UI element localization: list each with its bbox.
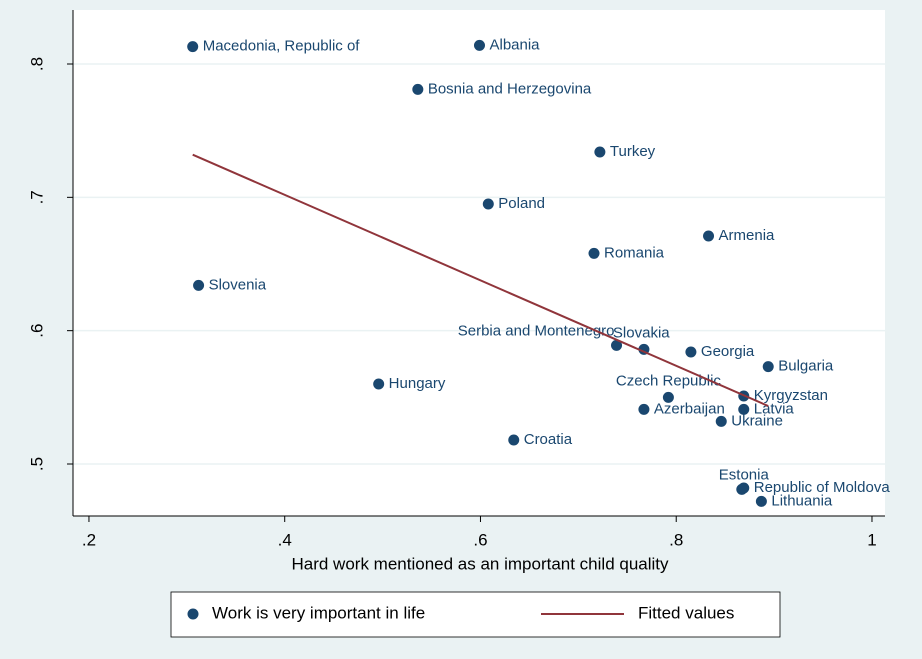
x-axis-title: Hard work mentioned as an important chil… bbox=[291, 554, 669, 573]
x-tick-label: .4 bbox=[278, 530, 292, 549]
point bbox=[594, 146, 606, 158]
point bbox=[738, 482, 750, 494]
point bbox=[508, 434, 520, 446]
point-label: Slovenia bbox=[209, 276, 267, 293]
point-label: Azerbaijan bbox=[654, 400, 725, 417]
legend-label: Fitted values bbox=[638, 603, 734, 622]
point-label: Armenia bbox=[719, 227, 776, 244]
point bbox=[755, 495, 767, 507]
point bbox=[473, 39, 485, 51]
point bbox=[703, 230, 715, 242]
y-tick-label: .5 bbox=[27, 457, 46, 471]
y-tick-label: .7 bbox=[27, 190, 46, 204]
point-label: Estonia bbox=[719, 466, 770, 483]
point-label: Romania bbox=[604, 244, 665, 261]
point bbox=[715, 415, 727, 427]
point bbox=[373, 378, 385, 390]
x-tick-label: 1 bbox=[867, 530, 876, 549]
point bbox=[187, 41, 199, 53]
point-label: Lithuania bbox=[771, 492, 833, 509]
point-label: Ukraine bbox=[731, 412, 783, 429]
point-label: Hungary bbox=[389, 375, 446, 392]
point bbox=[611, 339, 623, 351]
point bbox=[482, 198, 494, 210]
point-label: Georgia bbox=[701, 343, 755, 360]
point bbox=[738, 403, 750, 415]
point-label: Macedonia, Republic of bbox=[203, 38, 361, 55]
point-label: Albania bbox=[489, 36, 540, 53]
point-label: Serbia and Montenegro bbox=[458, 322, 615, 339]
point bbox=[638, 403, 650, 415]
point-label: Turkey bbox=[610, 143, 656, 160]
point bbox=[662, 391, 674, 403]
x-tick-label: .6 bbox=[473, 530, 487, 549]
x-tick-label: .8 bbox=[669, 530, 683, 549]
point-label: Poland bbox=[498, 195, 545, 212]
point bbox=[412, 83, 424, 95]
legend-marker bbox=[187, 608, 199, 620]
point-label: Kyrgyzstan bbox=[754, 387, 828, 404]
point bbox=[762, 361, 774, 373]
point-label: Republic of Moldova bbox=[754, 479, 891, 496]
point-label: Slovakia bbox=[613, 324, 670, 341]
point-label: Croatia bbox=[524, 431, 573, 448]
point-label: Czech Republic bbox=[616, 372, 722, 389]
legend-label: Work is very important in life bbox=[212, 603, 425, 622]
point bbox=[588, 247, 600, 259]
fit-line bbox=[192, 153, 769, 407]
y-tick-label: .6 bbox=[27, 324, 46, 338]
point bbox=[685, 346, 697, 358]
point bbox=[193, 279, 205, 291]
y-tick-label: .8 bbox=[27, 57, 46, 71]
point-label: Bulgaria bbox=[778, 358, 834, 375]
plot-area bbox=[73, 10, 885, 516]
legend bbox=[170, 591, 781, 638]
x-tick-label: .2 bbox=[82, 530, 96, 549]
point-label: Bosnia and Herzegovina bbox=[428, 80, 592, 97]
